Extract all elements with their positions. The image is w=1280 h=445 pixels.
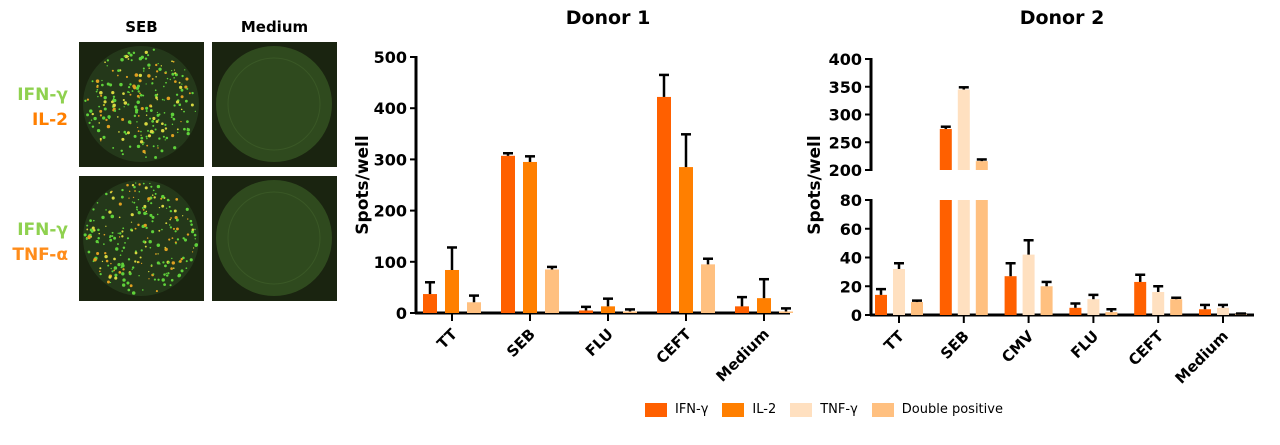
bar [579,310,593,313]
y-tick-label: 100 [374,253,407,272]
bar [1040,286,1053,315]
bar [875,294,887,315]
well-image-seb-tnf [79,176,204,301]
legend-label: IL-2 [752,402,777,417]
y-tick-label: 350 [829,78,862,97]
y-tick-label: 300 [829,106,862,125]
bar [423,294,437,313]
y-tick-label: 200 [829,161,862,180]
legend-item-double: Double positive [871,402,1003,417]
bar [1069,307,1082,315]
bar [623,311,637,313]
bar [779,311,793,313]
bar [975,161,988,170]
chart-title: Donor 2 [1020,7,1105,29]
x-tick-label: SEB [503,325,539,361]
x-tick-label: SEB [937,327,973,363]
well-image-seb-il2 [79,42,204,167]
chart-title: Donor 1 [566,7,651,29]
bar [1134,281,1147,315]
column-label-seb: SEB [125,18,158,36]
legend-swatch [722,402,745,417]
bar [911,302,923,315]
bar [1022,254,1035,315]
bar [939,200,952,315]
y-tick-label: 300 [374,150,407,169]
bar [701,264,715,313]
bar [1004,276,1017,315]
y-tick-label: 60 [840,220,862,239]
y-axis-label: Spots/well [353,135,373,234]
bar [601,306,615,313]
row2-label-ifn: IFN-γ [17,220,68,240]
x-tick-label: Medium [1172,327,1232,387]
bar [1170,299,1183,315]
legend-swatch [790,402,813,417]
y-tick-label: 500 [374,48,407,67]
y-tick-label: 400 [829,50,862,69]
x-tick-label: FLU [582,325,617,360]
row1-label-ifn: IFN-γ [17,85,68,105]
bar [1199,309,1211,315]
bar [523,161,537,313]
x-tick-label: FLU [1067,327,1102,362]
x-tick-label: CEFT [653,325,696,368]
bar [679,167,693,313]
legend-item-il2: IL-2 [722,402,776,417]
x-tick-label: CEFT [1125,327,1168,370]
legend-item-tnf: TNF-γ [790,402,858,417]
y-tick-label: 0 [396,304,407,323]
bar [1105,312,1118,315]
bar [893,269,905,315]
x-tick-label: TT [433,325,461,353]
bar [545,269,559,313]
bar [467,302,481,313]
bar [1152,292,1165,315]
y-axis-label: Spots/well [805,135,825,234]
y-tick-label: 0 [851,306,862,325]
well-image-medium-il2 [212,42,337,167]
bar [1087,299,1100,315]
y-tick-label: 200 [374,202,407,221]
bar [939,128,952,170]
row1-label-il2: IL-2 [31,110,68,130]
bar [957,89,970,170]
y-tick-label: 20 [840,277,862,296]
bar [445,269,459,313]
legend-swatch [871,402,894,417]
bar [975,200,988,315]
column-label-medium: Medium [240,18,309,36]
well-image-medium-tnf [212,176,337,301]
bar [735,306,749,313]
legend-label: Double positive [901,402,1003,417]
x-tick-label: CMV [998,327,1038,367]
bar [957,200,970,315]
y-tick-label: 400 [374,99,407,118]
y-tick-label: 250 [829,133,862,152]
legend-item-ifn: IFN-γ [645,402,708,417]
legend: IFN-γ IL-2 TNF-γ Double positive [645,402,1003,417]
legend-swatch [645,402,667,417]
bar [501,155,515,313]
row2-label-tnf: TNF-α [12,245,68,265]
y-tick-label: 40 [840,249,862,268]
legend-label: IFN-γ [675,402,709,417]
bar [1217,307,1229,315]
y-tick-label: 80 [840,191,862,210]
x-tick-label: TT [880,327,908,355]
bar [657,96,671,313]
x-tick-label: Medium [713,325,773,385]
bar [757,298,771,313]
legend-label: TNF-γ [820,402,858,417]
